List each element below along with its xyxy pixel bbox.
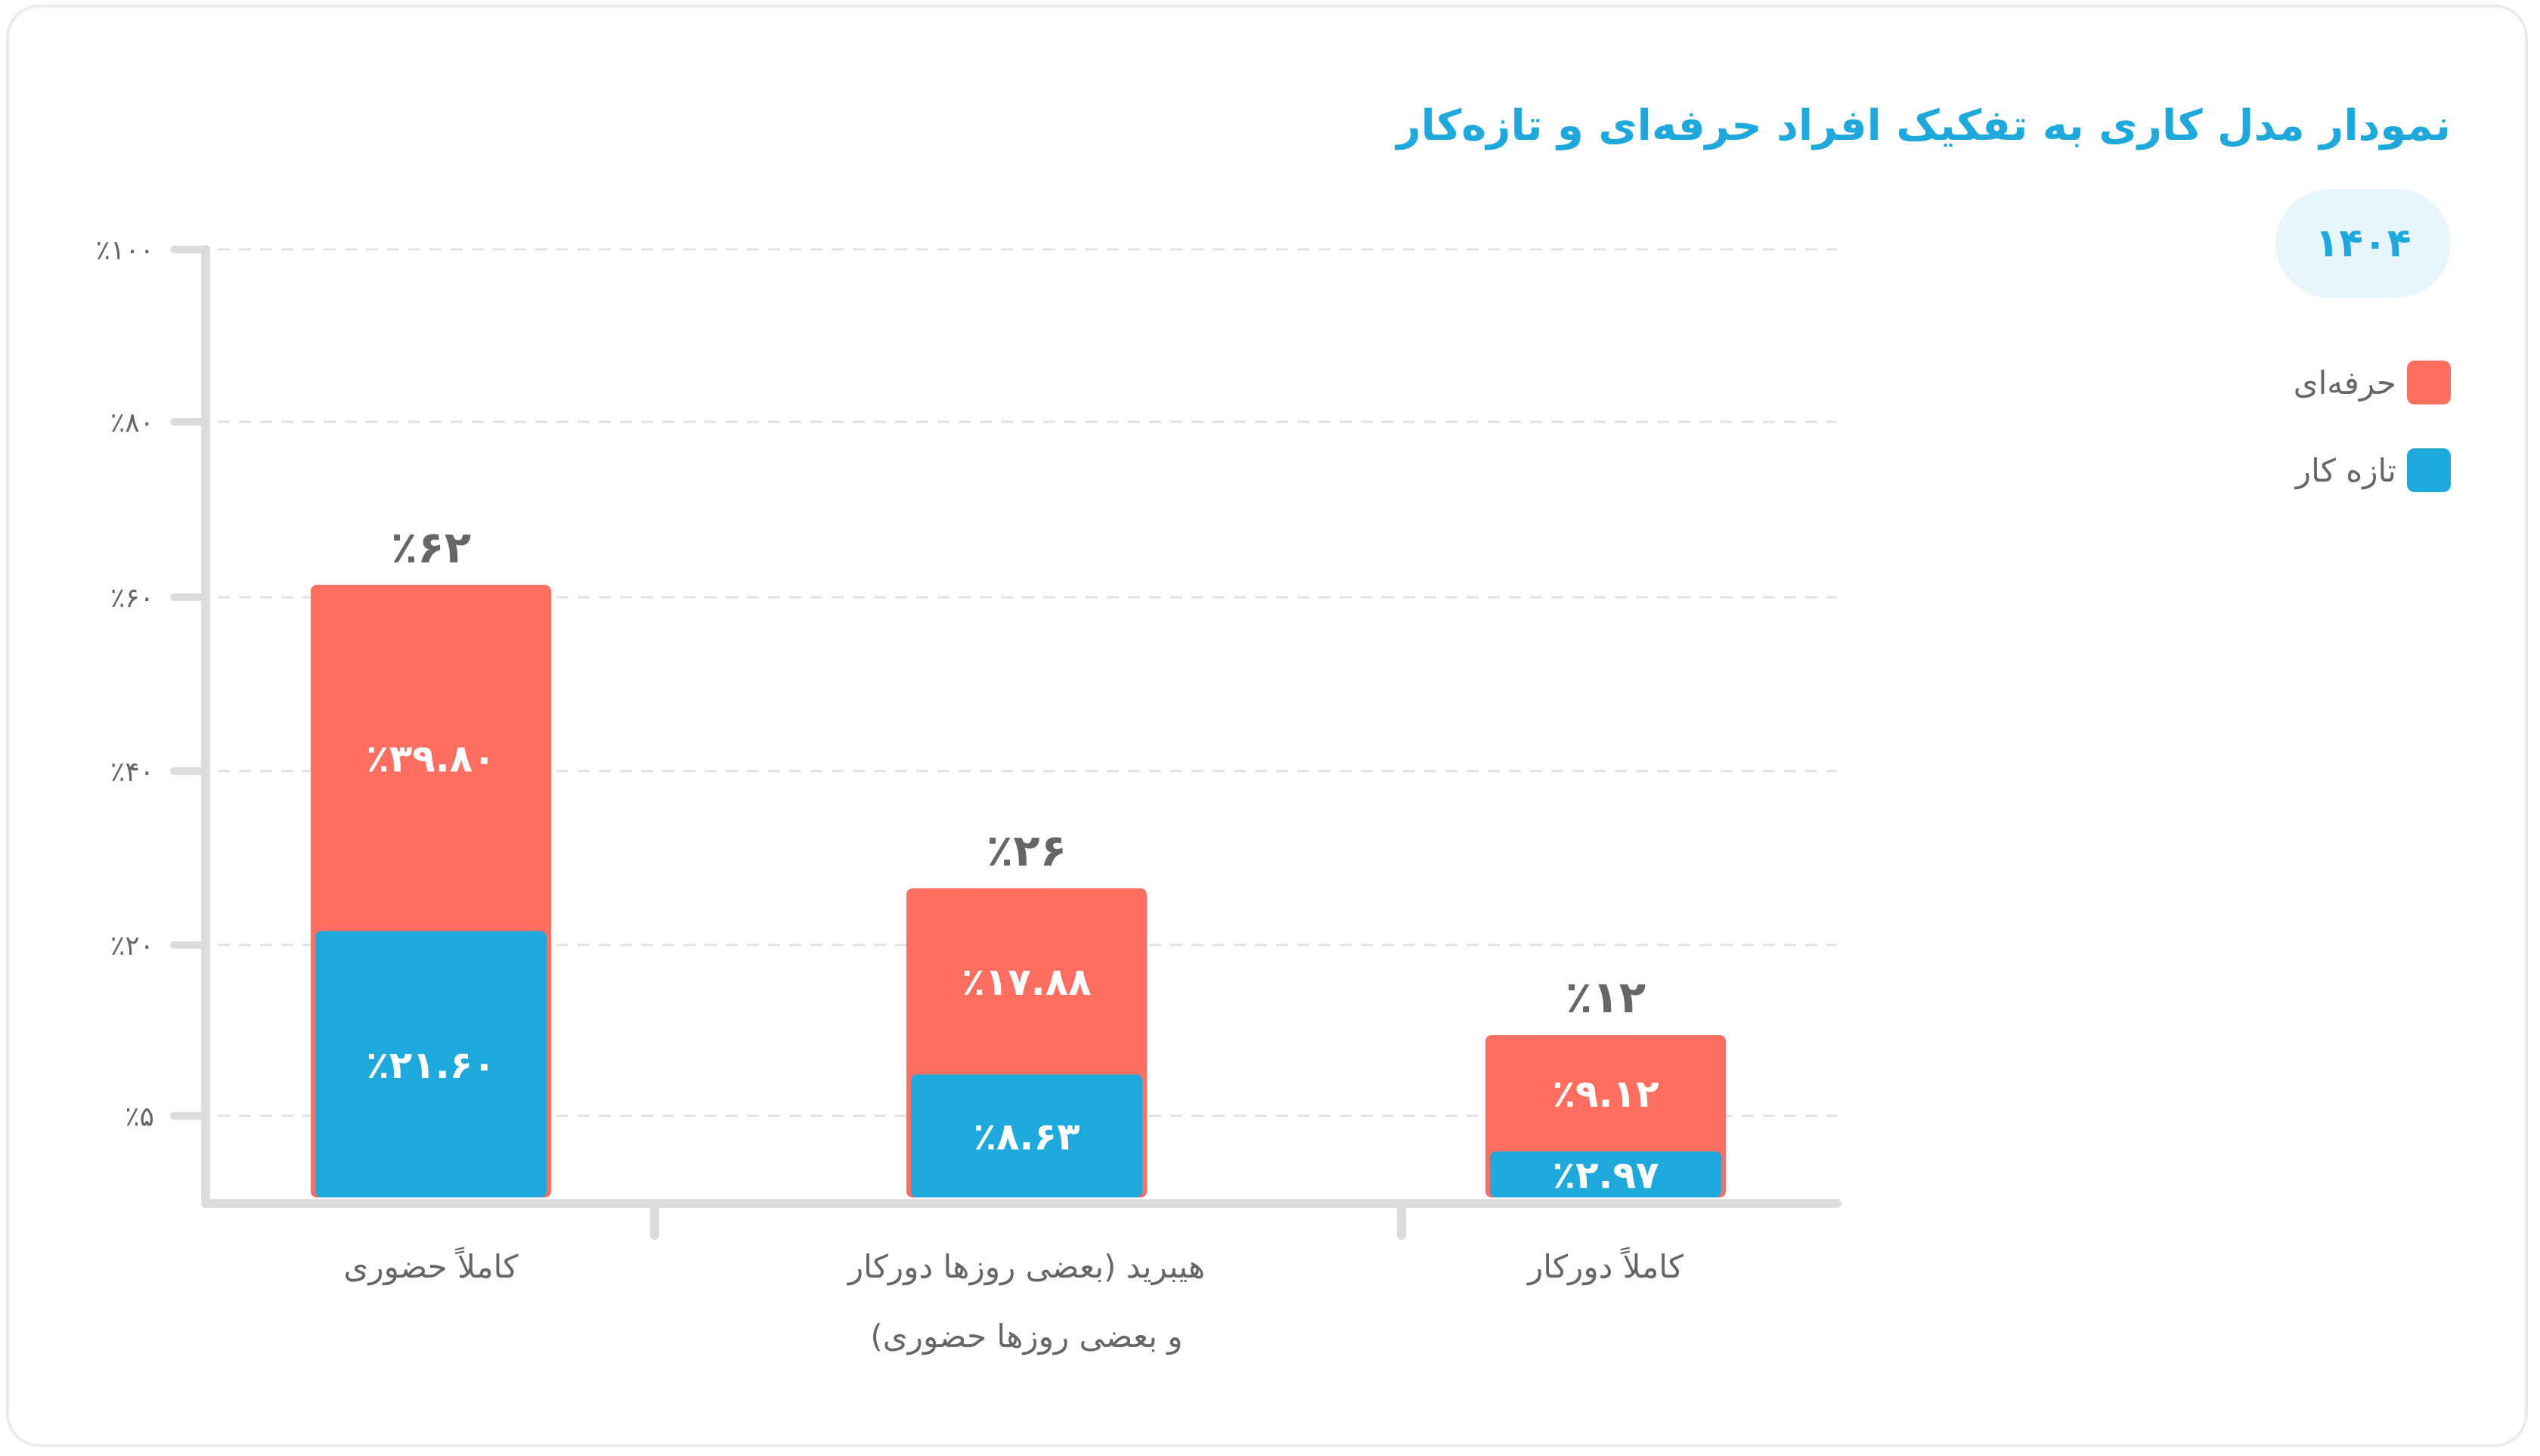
bar-label-junior: ٪۲۱.۶۰ (366, 1043, 496, 1087)
bar-label-professional: ٪۱۷.۸۸ (962, 960, 1092, 1004)
legend-swatch-junior (2407, 448, 2451, 492)
bar-junior (911, 1074, 1142, 1197)
x-category-label: کاملاً حضوری (344, 1247, 519, 1285)
legend-item-professional: حرفه‌ای (2294, 360, 2451, 405)
legend-label-professional: حرفه‌ای (2293, 364, 2396, 401)
bar-label-junior: ٪۲.۹۷ (1552, 1154, 1659, 1197)
bar-label-junior: ٪۸.۶۳ (973, 1115, 1080, 1159)
y-tick-label: ٪۴۰ (110, 757, 154, 788)
chart-title: نمودار مدل کاری به تفکیک افراد حرفه‌ای و… (1396, 101, 2451, 150)
y-tick-label: ٪۱۰۰ (96, 235, 154, 266)
legend-label-junior: تازه کار (2295, 451, 2396, 489)
bar-junior (1490, 1151, 1721, 1197)
year-label: ۱۴۰۴ (2315, 221, 2411, 266)
y-tick-label: ٪۸۰ (110, 407, 154, 438)
y-tick-label: ٪۲۰ (110, 931, 154, 962)
year-badge: ۱۴۰۴ (2275, 189, 2451, 298)
bar-label-professional: ٪۳۹.۸۰ (366, 737, 496, 781)
legend-swatch-professional (2407, 361, 2451, 404)
bar-label-professional: ٪۹.۱۲ (1552, 1072, 1659, 1116)
x-category-label: کاملاً دورکار (1526, 1247, 1684, 1285)
x-category-label: هیبرید (بعضی روزها دورکار (847, 1248, 1205, 1285)
y-tick-label: ٪۶۰ (110, 583, 154, 614)
legend-item-junior: تازه کار (2294, 448, 2451, 493)
y-tick-label: ٪۵ (125, 1101, 154, 1132)
bar-total-label: ٪۶۲ (391, 522, 471, 573)
bar-junior (315, 931, 547, 1197)
bar-total-label: ٪۲۶ (987, 825, 1067, 876)
bar-total-label: ٪۱۲ (1566, 971, 1646, 1023)
x-category-label: و بعضی روزها حضوری) (870, 1318, 1182, 1355)
legend: حرفه‌ای تازه کار (2294, 360, 2451, 535)
